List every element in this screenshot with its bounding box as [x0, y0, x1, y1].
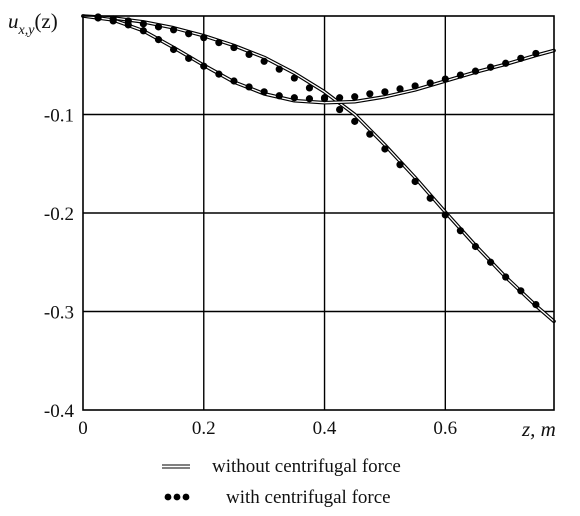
x-tick-label: 0.6 — [433, 418, 457, 439]
legend-label-without: without centrifugal force — [212, 456, 401, 477]
data-point — [366, 90, 374, 98]
data-point — [185, 30, 193, 38]
data-point — [290, 74, 298, 82]
data-point — [471, 67, 480, 75]
plot-frame — [82, 15, 555, 411]
data-point — [215, 38, 223, 47]
data-point — [456, 227, 464, 235]
legend-dot-swatch — [182, 493, 190, 501]
y-tick-label: -0.3 — [44, 303, 74, 324]
grid — [83, 16, 554, 410]
data-point — [139, 27, 147, 35]
x-tick-label: 0.2 — [192, 418, 216, 439]
x-tick-label: 0 — [78, 418, 88, 439]
y-tick-label: -0.1 — [44, 106, 74, 127]
data-point — [502, 59, 510, 67]
data-point — [396, 161, 404, 169]
data-point — [275, 92, 283, 100]
data-point — [200, 34, 208, 42]
data-point — [426, 79, 434, 87]
x-axis-title: z, m — [521, 417, 556, 441]
data-point — [154, 23, 163, 31]
data-point — [230, 43, 238, 52]
data-point — [517, 287, 525, 295]
tick-labels: 0 0.2 0.4 0.6 -0.1 -0.2 -0.3 -0.4 — [44, 106, 457, 440]
data-point — [215, 70, 223, 78]
y-axis-title: ux,y(z) — [8, 9, 58, 38]
data-point — [456, 71, 464, 79]
legend-label-with: with centrifugal force — [226, 487, 391, 508]
data-point — [351, 93, 359, 101]
data-point — [532, 49, 540, 58]
y-tick-label: -0.2 — [44, 204, 74, 225]
data-point — [169, 45, 178, 54]
data-point — [381, 145, 389, 153]
data-point — [260, 57, 268, 65]
series-line-core-0 — [82, 15, 555, 322]
data-point — [411, 177, 419, 186]
data-point — [532, 301, 540, 309]
data-point — [471, 242, 480, 251]
data-point — [502, 273, 510, 281]
data-point — [290, 94, 298, 102]
data-point — [260, 88, 268, 96]
data-point — [396, 85, 404, 93]
data-point — [487, 258, 495, 266]
data-point — [441, 75, 449, 83]
data-point — [245, 83, 253, 91]
data-point — [381, 88, 389, 96]
data-point — [169, 26, 178, 34]
data-point — [245, 50, 253, 59]
data-point — [109, 17, 117, 25]
data-point — [320, 95, 329, 103]
y-axis-title-sub: x,y — [18, 23, 36, 38]
legend-item-with-centrifugal-force: with centrifugal force — [164, 487, 391, 508]
data-point — [154, 36, 163, 44]
data-point — [517, 54, 525, 62]
data-point — [124, 21, 132, 29]
data-point — [366, 130, 374, 138]
data-point — [275, 65, 283, 73]
data-point — [185, 54, 193, 62]
data-point — [200, 62, 208, 70]
legend-item-without-centrifugal-force: without centrifugal force — [162, 456, 401, 477]
data-point — [336, 105, 344, 114]
y-axis-title-main: u — [8, 9, 19, 33]
data-point — [351, 117, 359, 125]
legend: without centrifugal force with centrifug… — [162, 456, 401, 508]
legend-dot-swatch — [173, 493, 181, 501]
series-line-core-1 — [82, 15, 555, 104]
series-line-0 — [81, 14, 556, 324]
y-axis-title-arg: (z) — [34, 9, 57, 33]
x-tick-label: 0.4 — [313, 418, 337, 439]
data-point — [139, 20, 147, 28]
series-layer — [81, 13, 556, 324]
data-point — [441, 211, 449, 219]
data-point — [305, 95, 314, 103]
data-point — [411, 82, 419, 90]
y-tick-label: -0.4 — [44, 401, 75, 422]
data-point — [487, 63, 495, 71]
legend-dot-swatch — [164, 493, 172, 501]
data-point — [230, 77, 238, 85]
data-point — [305, 84, 314, 92]
data-point — [336, 94, 344, 102]
data-point — [426, 194, 434, 202]
